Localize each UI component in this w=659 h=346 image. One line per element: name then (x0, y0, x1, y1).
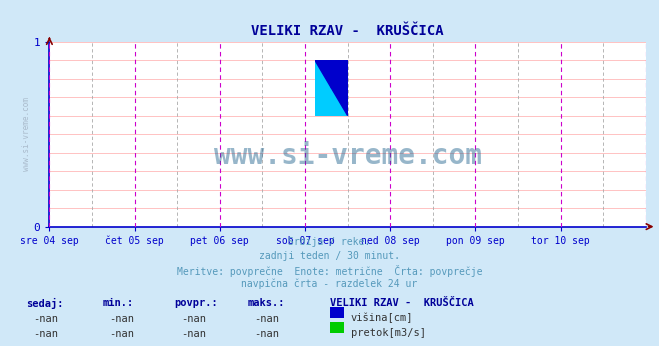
Text: navpična črta - razdelek 24 ur: navpična črta - razdelek 24 ur (241, 279, 418, 289)
Text: -nan: -nan (254, 314, 279, 324)
Text: maks.:: maks.: (247, 298, 285, 308)
Polygon shape (331, 60, 348, 116)
Text: www.si-vreme.com: www.si-vreme.com (214, 142, 482, 170)
Polygon shape (315, 60, 348, 88)
Text: Srbija / reke.: Srbija / reke. (289, 237, 370, 247)
Polygon shape (315, 60, 348, 116)
Text: Meritve: povprečne  Enote: metrične  Črta: povprečje: Meritve: povprečne Enote: metrične Črta:… (177, 265, 482, 277)
Text: -nan: -nan (109, 329, 134, 339)
Text: min.:: min.: (102, 298, 133, 308)
Text: -nan: -nan (254, 329, 279, 339)
Text: zadnji teden / 30 minut.: zadnji teden / 30 minut. (259, 251, 400, 261)
Text: VELIKI RZAV -  KRUŠČICA: VELIKI RZAV - KRUŠČICA (330, 298, 473, 308)
Text: -nan: -nan (33, 329, 58, 339)
Text: -nan: -nan (181, 314, 206, 324)
Text: -nan: -nan (109, 314, 134, 324)
Title: VELIKI RZAV -  KRUŠČICA: VELIKI RZAV - KRUŠČICA (251, 24, 444, 38)
Text: sedaj:: sedaj: (26, 298, 64, 309)
Y-axis label: www.si-vreme.com: www.si-vreme.com (22, 97, 31, 171)
Text: višina[cm]: višina[cm] (351, 312, 413, 323)
Text: povpr.:: povpr.: (175, 298, 218, 308)
Bar (315, 60, 331, 88)
Text: -nan: -nan (181, 329, 206, 339)
Text: -nan: -nan (33, 314, 58, 324)
Text: pretok[m3/s]: pretok[m3/s] (351, 328, 426, 338)
